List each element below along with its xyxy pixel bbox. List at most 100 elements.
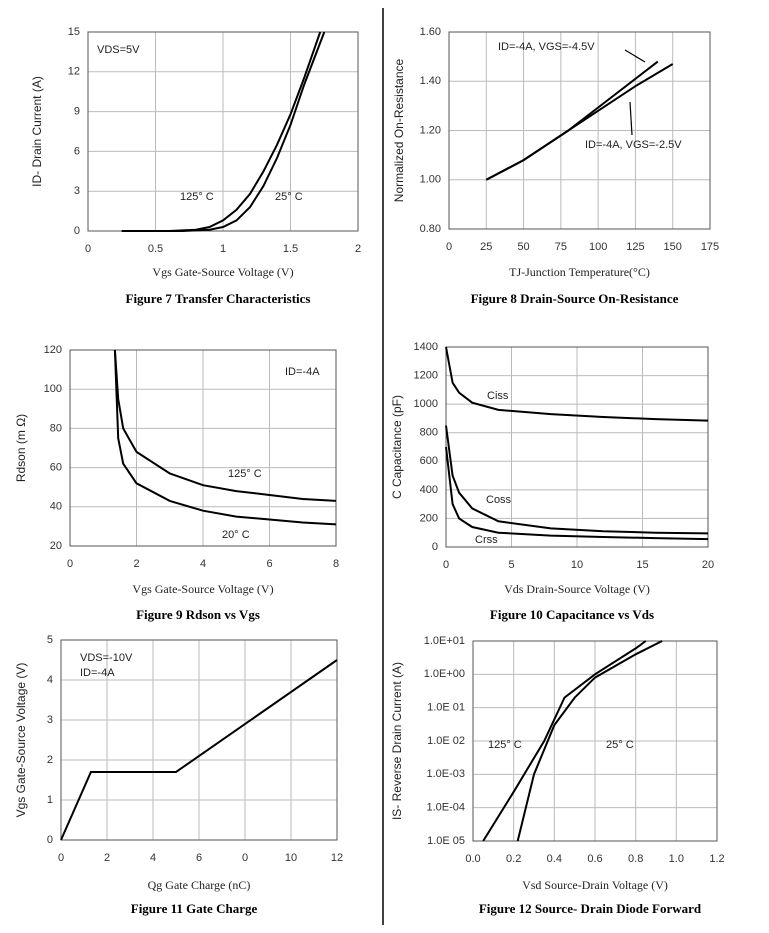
x-axis-label: Vds Drain-Source Voltage (V) (504, 582, 650, 596)
x-axis-label: TJ-Junction Temperature(°C) (509, 265, 650, 279)
y-tick-label: 20 (50, 540, 62, 552)
x-tick-label: 0 (242, 852, 248, 864)
y-tick-label: 1000 (414, 398, 438, 410)
y-tick-label: 200 (420, 512, 438, 524)
y-tick-label: 12 (68, 66, 80, 78)
y-tick-label: 4 (47, 674, 53, 686)
x-axis-label: Qg Gate Charge (nC) (148, 878, 251, 892)
x-tick-label: 10 (571, 559, 583, 571)
x-tick-label: 2 (355, 243, 361, 255)
annotation: VDS=-10V (80, 652, 133, 664)
y-tick-label: 800 (420, 427, 438, 439)
y-tick-label: 2 (47, 754, 53, 766)
y-tick-label: 1.00 (420, 174, 441, 186)
y-tick-label: 1.60 (420, 26, 441, 38)
y-tick-label: 15 (68, 26, 80, 38)
y-tick-label: 0 (47, 834, 53, 846)
y-tick-label: 9 (74, 106, 80, 118)
curve (445, 346, 709, 422)
y-tick-label: 1.0E 02 (427, 735, 465, 747)
y-tick-label: 0 (74, 225, 80, 237)
curve (113, 349, 337, 526)
x-tick-label: 20 (702, 559, 714, 571)
plot-frame (448, 31, 711, 230)
y-tick-label: 1.40 (420, 75, 441, 87)
x-tick-label: 75 (555, 241, 567, 253)
x-tick-label: 25 (480, 241, 492, 253)
curve (113, 349, 337, 502)
series-label: ID=-4A, VGS=-4.5V (498, 41, 595, 53)
x-tick-label: 0.8 (628, 853, 643, 865)
y-tick-label: 1.20 (420, 124, 441, 136)
curve (60, 659, 338, 841)
plot-frame (87, 31, 359, 232)
y-tick-label: 0.80 (420, 223, 441, 235)
chart-title: Figure 12 Source- Drain Diode Forward (479, 901, 702, 916)
chart-title: Figure 9 Rdson vs Vgs (136, 607, 260, 622)
x-tick-label: 4 (150, 852, 156, 864)
x-tick-label: 0.5 (148, 243, 163, 255)
series-label: Crss (475, 534, 498, 546)
series-label: ID=-4A, VGS=-2.5V (585, 139, 682, 151)
y-tick-label: 6 (74, 145, 80, 157)
y-axis-label: Rdson (m Ω) (14, 414, 28, 482)
plot-frame (472, 640, 718, 842)
x-tick-label: 6 (196, 852, 202, 864)
y-tick-label: 3 (47, 714, 53, 726)
y-tick-label: 1.0E+01 (424, 635, 465, 647)
x-tick-label: 8 (333, 558, 339, 570)
x-tick-label: 100 (589, 241, 607, 253)
y-tick-label: 1.0E-04 (426, 802, 465, 814)
series-label: Ciss (487, 390, 509, 402)
chart-title: Figure 7 Transfer Characteristics (126, 291, 311, 306)
curve (482, 640, 647, 842)
y-axis-label: Vgs Gate-Source Voltage (V) (14, 663, 28, 818)
x-tick-label: 15 (636, 559, 648, 571)
y-tick-label: 1.0E+00 (424, 668, 465, 680)
y-tick-label: 600 (420, 455, 438, 467)
x-tick-label: 1 (220, 243, 226, 255)
x-tick-label: 150 (664, 241, 682, 253)
annotation: ID=-4A (80, 667, 115, 679)
y-axis-label: ID- Drain Current (A) (30, 76, 44, 187)
x-axis-label: Vsd Source-Drain Voltage (V) (522, 878, 668, 892)
x-tick-label: 0.2 (506, 853, 521, 865)
label-arrow (624, 49, 646, 63)
plot-frame (60, 639, 338, 841)
y-tick-label: 1.0E-03 (426, 768, 465, 780)
curve (121, 31, 326, 232)
annotation: ID=-4A (285, 366, 320, 378)
y-tick-label: 80 (50, 422, 62, 434)
chart-title: Figure 10 Capacitance vs Vds (490, 607, 654, 622)
series-label: 125° C (180, 191, 214, 203)
x-tick-label: 50 (517, 241, 529, 253)
y-tick-label: 1200 (414, 369, 438, 381)
x-tick-label: 0 (443, 559, 449, 571)
x-tick-label: 0.4 (547, 853, 562, 865)
x-tick-label: 6 (266, 558, 272, 570)
y-tick-label: 1400 (414, 341, 438, 353)
x-tick-label: 0 (446, 241, 452, 253)
x-tick-label: 4 (200, 558, 206, 570)
plot-frame (69, 349, 337, 547)
x-tick-label: 175 (701, 241, 719, 253)
x-tick-label: 2 (133, 558, 139, 570)
curve (445, 446, 709, 541)
curve (445, 425, 709, 535)
curve (516, 640, 663, 842)
y-tick-label: 400 (420, 484, 438, 496)
series-label: Coss (486, 494, 512, 506)
chart-title: Figure 8 Drain-Source On-Resistance (471, 291, 679, 306)
y-tick-label: 120 (44, 344, 62, 356)
x-tick-label: 1.5 (283, 243, 298, 255)
series-label: 125° C (488, 739, 522, 751)
series-label: 125° C (228, 468, 262, 480)
y-axis-label: IS- Reverse Drain Current (A) (390, 662, 404, 820)
curve (485, 63, 674, 181)
x-tick-label: 0.6 (587, 853, 602, 865)
x-axis-label: Vgs Gate-Source Voltage (V) (152, 265, 293, 279)
y-axis-label: Normalized On-Resistance (392, 58, 406, 202)
y-tick-label: 40 (50, 501, 62, 513)
series-label: 25° C (275, 191, 303, 203)
